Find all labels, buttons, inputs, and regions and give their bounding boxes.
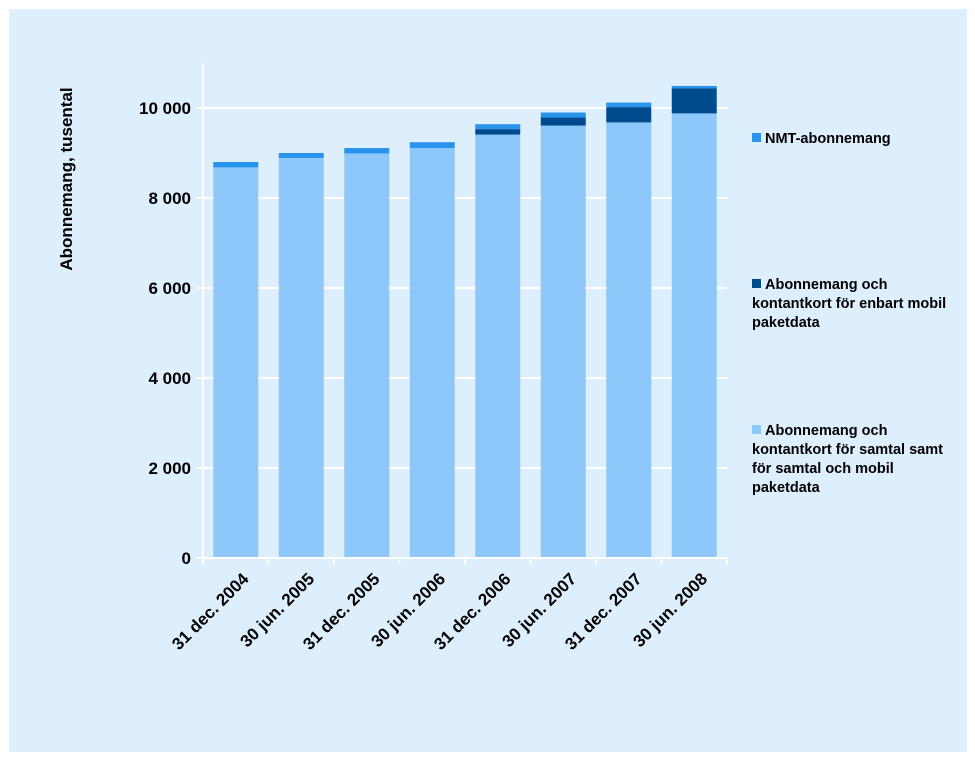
bar-2-5 (540, 112, 586, 118)
bar-2-7 (671, 85, 717, 89)
bar-0-6 (606, 122, 652, 559)
y-tick-label-8000: 8 000 (148, 189, 191, 208)
bar-0-1 (278, 157, 324, 558)
bar-2-0 (213, 162, 259, 168)
bar-0-0 (213, 167, 259, 558)
bar-1-6 (606, 107, 652, 123)
y-tick-label-0: 0 (182, 549, 191, 568)
legend-item-samtal: Abonnemang och kontantkort för samtal sa… (752, 422, 962, 498)
bar-1-7 (671, 88, 717, 114)
legend-swatch-samtal (752, 425, 761, 434)
y-axis-label: Abonnemang, tusental (57, 87, 76, 270)
bar-2-2 (344, 148, 390, 154)
legend-label-samtal: Abonnemang och kontantkort för samtal sa… (752, 423, 943, 496)
legend-swatch-paketdata (752, 279, 761, 288)
bar-0-4 (475, 134, 521, 559)
legend-label-nmt: NMT-abonnemang (765, 131, 891, 147)
y-tick-label-4000: 4 000 (148, 369, 191, 388)
bar-2-3 (409, 142, 455, 149)
bar-1-4 (475, 129, 521, 135)
bar-0-3 (409, 148, 455, 559)
bar-2-1 (278, 153, 324, 158)
legend-label-paketdata: Abonnemang och kontantkort för enbart mo… (752, 277, 947, 331)
bar-0-2 (344, 153, 390, 558)
y-tick-label-10000: 10 000 (139, 99, 191, 118)
y-tick-label-2000: 2 000 (148, 459, 191, 478)
y-tick-label-6000: 6 000 (148, 279, 191, 298)
legend-item-nmt: NMT-abonnemang (752, 130, 962, 149)
legend-swatch-nmt (752, 133, 761, 142)
bar-1-5 (540, 117, 586, 126)
bar-2-6 (606, 102, 652, 108)
bar-0-5 (540, 125, 586, 559)
bar-2-4 (475, 124, 521, 130)
legend-item-paketdata: Abonnemang och kontantkort för enbart mo… (752, 276, 962, 333)
bar-0-7 (671, 113, 717, 559)
